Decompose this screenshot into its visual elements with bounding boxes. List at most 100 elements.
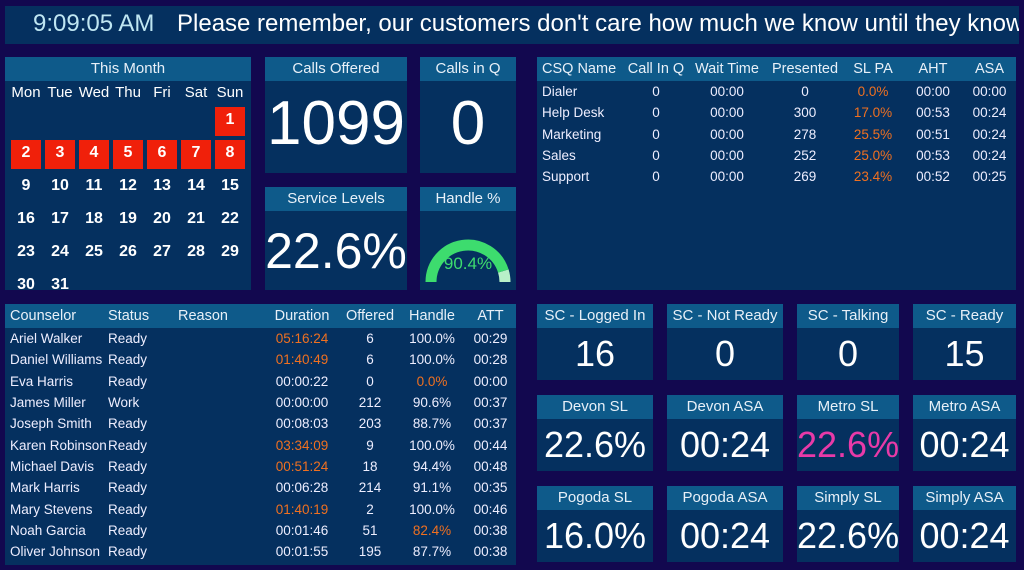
calendar-day[interactable]: 25 [85,243,103,260]
column-header[interactable]: Wait Time [687,57,767,81]
table-cell: 00:38 [473,544,508,560]
column-header[interactable]: Duration [263,304,341,328]
table-row[interactable]: James Miller Work 00:00:00 212 90.6% 00:37 [5,392,516,413]
table-row[interactable]: Oliver Johnson Ready 00:01:55 195 87.7% 00:38 [5,541,516,562]
calendar-day[interactable]: 20 [153,210,171,227]
calendar-day[interactable]: 19 [119,210,137,227]
weekday-label: Tue [47,84,73,101]
table-cell [178,434,263,455]
tile-label: Metro ASA [913,395,1016,419]
column-header[interactable]: Offered [341,304,399,328]
table-row[interactable]: Dialer 0 00:00 0 0.0% 00:00 00:00 [537,81,1016,102]
column-header[interactable]: Call In Q [625,57,687,81]
calendar-day[interactable]: 3 [45,140,75,169]
calendar-grid: Mon Tue Wed Thu Fri Sat Sun 1 2 3 4 5 6 7 8 9 10 11 12 13 14… [9,81,251,303]
column-header[interactable]: Status [108,304,178,328]
table-cell: 100.0% [409,352,455,368]
column-header[interactable]: Reason [178,304,263,328]
table-cell: 00:00 [710,148,744,164]
calendar-day[interactable]: 24 [51,243,69,260]
calendar-day[interactable]: 5 [113,140,143,169]
table-row[interactable]: Ariel Walker Ready 05:16:24 6 100.0% 00:29 [5,328,516,349]
calendar-day[interactable]: 7 [181,140,211,169]
calendar-day[interactable]: 10 [51,177,69,194]
calendar-day[interactable]: 8 [215,140,245,169]
calls-in-q-value: 0 [450,89,486,158]
tile-label: SC - Not Ready [667,304,783,328]
table-cell: 100.0% [409,501,455,517]
table-cell: 0.0% [857,84,889,100]
calendar-day[interactable]: 26 [119,243,137,260]
table-cell: 9 [366,437,374,453]
calendar-day[interactable]: 13 [153,177,171,194]
table-row[interactable]: Eva Harris Ready 00:00:22 0 0.0% 00:00 [5,371,516,392]
table-cell: 0 [652,169,660,185]
table-cell: 203 [358,416,382,432]
stat-tile: Devon ASA 00:24 [667,395,783,471]
calendar-day[interactable]: 27 [153,243,171,260]
calendar-day[interactable]: 6 [147,140,177,169]
calendar-day[interactable]: 1 [215,107,245,136]
table-cell: 00:28 [473,352,508,368]
column-header[interactable]: ATT [465,304,516,328]
calendar-day[interactable]: 2 [11,140,41,169]
calendar-day[interactable]: 23 [17,243,35,260]
handle-panel: Handle % 90.4% [420,187,516,290]
column-header[interactable]: Presented [767,57,843,81]
table-row[interactable]: Noah Garcia Ready 00:01:46 51 82.4% 00:38 [5,520,516,541]
calendar-day[interactable]: 11 [85,177,103,194]
tile-value: 22.6% [797,515,900,556]
calendar-day[interactable]: 28 [187,243,205,260]
calendar-day[interactable]: 15 [221,177,239,194]
table-row[interactable]: Help Desk 0 00:00 300 17.0% 00:53 00:24 [537,102,1016,123]
table-cell: 300 [793,105,817,121]
calendar-day[interactable]: 30 [17,276,35,293]
stat-tile: Metro SL 22.6% [797,395,899,471]
table-cell: Dialer [542,84,578,100]
calendar-blank [45,107,75,136]
table-cell: 94.4% [412,458,452,474]
table-row[interactable]: Daniel Williams Ready 01:40:49 6 100.0% 00:28 [5,349,516,370]
tile-label: Devon ASA [667,395,783,419]
table-row[interactable]: Mark Harris Ready 00:06:28 214 91.1% 00:35 [5,477,516,498]
calendar-day[interactable]: 12 [119,177,137,194]
calendar-day[interactable]: 9 [21,177,31,194]
calendar-day[interactable]: 21 [187,210,205,227]
calendar-day[interactable]: 29 [221,243,239,260]
table-cell: Ready [108,352,148,368]
table-row[interactable]: Sales 0 00:00 252 25.0% 00:53 00:24 [537,145,1016,166]
table-cell: Ready [108,373,148,389]
column-header[interactable]: CSQ Name [537,57,625,81]
table-cell: 00:06:28 [275,480,329,496]
table-cell: 195 [358,544,382,560]
table-row[interactable]: Karen Robinson Ready 03:34:09 9 100.0% 00:44 [5,434,516,455]
table-row[interactable]: Joseph Smith Ready 00:08:03 203 88.7% 00:37 [5,413,516,434]
table-cell: Ready [108,437,148,453]
calendar-day[interactable]: 16 [17,210,35,227]
calendar-day[interactable]: 31 [51,276,69,293]
table-cell: 00:24 [972,126,1007,142]
table-cell: 87.7% [412,544,452,560]
column-header[interactable]: AHT [903,57,963,81]
table-row[interactable]: Mary Stevens Ready 01:40:19 2 100.0% 00:46 [5,498,516,519]
calendar-day[interactable]: 14 [187,177,205,194]
table-row[interactable]: Marketing 0 00:00 278 25.5% 00:51 00:24 [537,124,1016,145]
service-levels-value: 22.6% [265,223,407,279]
calendar-day[interactable]: 4 [79,140,109,169]
table-row[interactable]: Michael Davis Ready 00:51:24 18 94.4% 00:48 [5,456,516,477]
tile-label: Metro SL [797,395,899,419]
table-cell: 00:37 [473,416,508,432]
column-header[interactable]: SL PA [843,57,903,81]
column-header[interactable]: Counselor [5,304,108,328]
table-cell: 05:16:24 [275,331,329,347]
calendar-day[interactable]: 17 [51,210,69,227]
calendar-day[interactable]: 18 [85,210,103,227]
table-cell: 6 [366,352,374,368]
stat-tile: Simply ASA 00:24 [913,486,1016,562]
column-header[interactable]: ASA [963,57,1016,81]
agent-table: Counselor Status Reason Duration Offered Hand… [5,304,516,562]
table-row[interactable]: Support 0 00:00 269 23.4% 00:52 00:25 [537,166,1016,187]
table-cell: Ready [108,522,148,538]
calendar-day[interactable]: 22 [221,210,239,227]
column-header[interactable]: Handle [399,304,465,328]
